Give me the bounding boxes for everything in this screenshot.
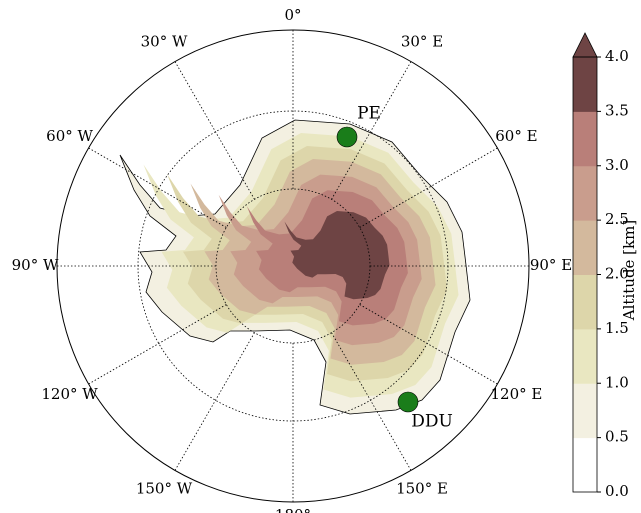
map-frame [56,29,530,503]
colorbar-segment [573,437,597,493]
longitude-label: 90° E [530,256,572,274]
colorbar-segment [573,328,597,384]
longitude-label: 30° E [401,33,443,51]
colorbar-tick-label: 1.5 [605,319,629,337]
station-marker [336,126,358,148]
colorbar-tick-label: 0.0 [605,482,629,500]
longitude-label: 120° E [491,385,543,403]
colorbar-tick-label: 0.5 [605,428,629,446]
colorbar-tick-label: 1.0 [605,373,629,391]
colorbar-segment [573,383,597,439]
colorbar-tick-label: 2.0 [605,265,629,283]
station-label: DDU [411,412,453,432]
longitude-label: 90° W [12,256,59,274]
longitude-label: 60° E [495,127,537,145]
colorbar-tick-label: 3.5 [605,101,629,119]
longitude-label: 120° W [41,385,98,403]
longitude-label: 0° [284,6,301,24]
altitude-contour [284,211,390,300]
colorbar-label: Altitude [km] [620,220,638,321]
colorbar-tick-label: 3.0 [605,156,629,174]
colorbar-tick-label: 4.0 [605,47,629,65]
longitude-label: 180° [275,506,311,513]
colorbar-tick-label: 2.5 [605,210,629,228]
station-label: PE [357,104,381,124]
longitude-label: 60° W [46,127,93,145]
longitude-label: 30° W [141,33,188,51]
longitude-label: 150° E [396,479,448,497]
colorbar-segment [573,274,597,330]
colorbar-extend [572,32,598,58]
map: 0° 30° E 60° E 90° E 120° E 150° E 180° 150° W 1… [12,6,573,513]
station-marker [397,391,419,413]
colorbar-segment [573,165,597,221]
colorbar-segment [573,111,597,167]
longitude-label: 150° W [136,479,193,497]
colorbar-segment [573,57,597,112]
colorbar-segment [573,220,597,275]
